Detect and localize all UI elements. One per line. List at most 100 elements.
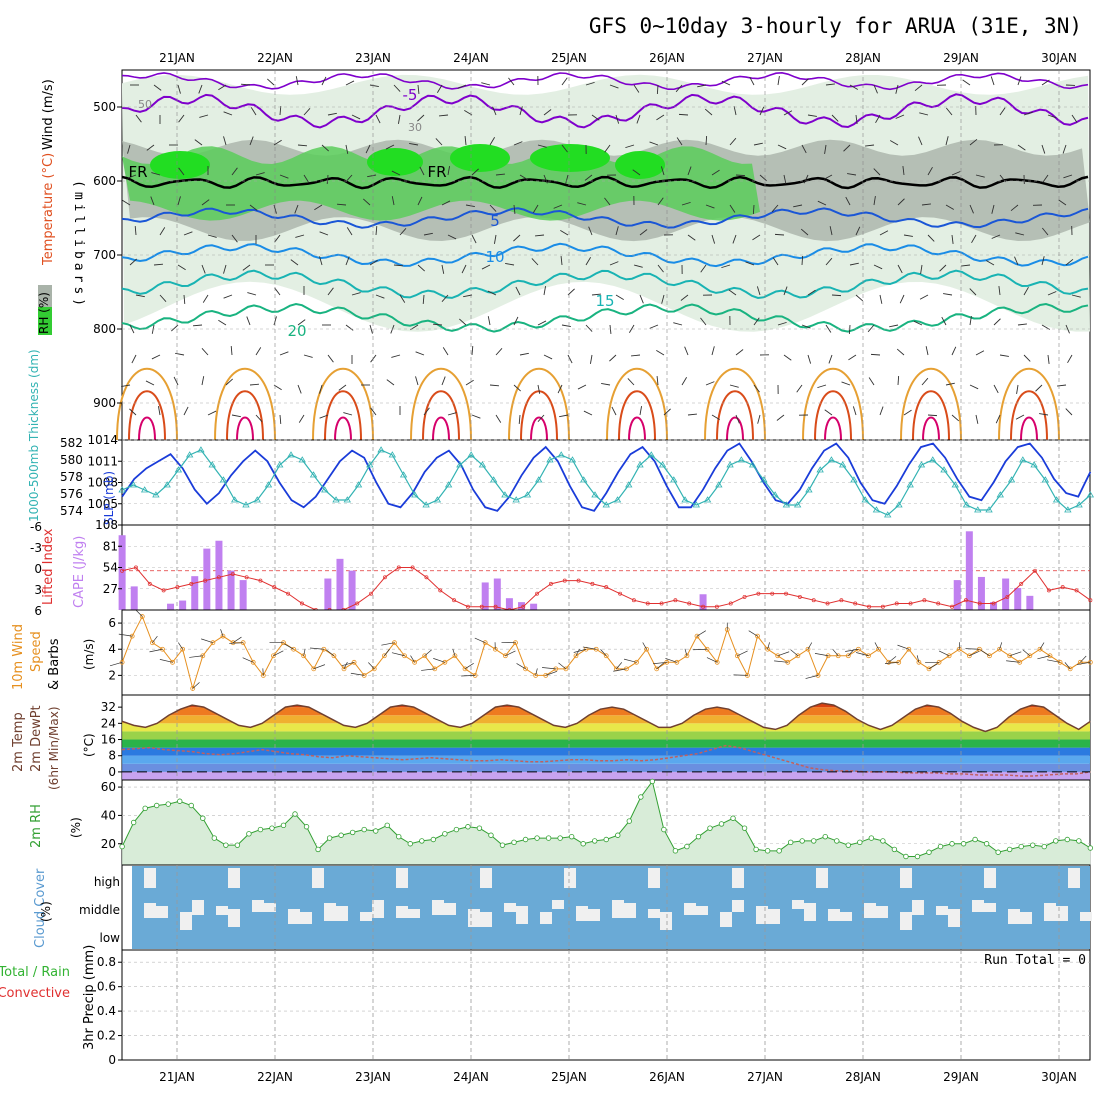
wind-barb [656, 84, 659, 95]
thickness-point [118, 486, 126, 493]
wind-barb-10m [1080, 655, 1087, 663]
wind-barb [657, 264, 664, 273]
wind-barb [899, 294, 905, 304]
wind-barb [1041, 79, 1050, 86]
wind-barb-10m [874, 642, 879, 650]
wind-barb-10m [273, 650, 284, 657]
wind-barb [897, 375, 900, 386]
wind-barb-10m [814, 653, 829, 657]
wind-barb-10m [461, 675, 476, 677]
wind-barb [481, 264, 491, 270]
wind-barb [560, 229, 569, 236]
surface-hot-contour [618, 390, 656, 441]
thickness-point [1007, 476, 1016, 483]
surface-warm-contour [410, 367, 472, 441]
wind-barb-10m [381, 642, 395, 646]
wind-barb [365, 144, 371, 154]
wind-barb [151, 172, 161, 176]
wind-barb [843, 144, 851, 152]
wind-barb [279, 414, 282, 425]
wind-barb [145, 380, 155, 386]
slp-tick-label: 1008 [87, 476, 118, 490]
wind-barb-10m [1064, 662, 1071, 670]
wind-barb [461, 264, 467, 274]
wind-barb [852, 406, 857, 416]
wind-barb [945, 382, 955, 386]
wind-barb [657, 197, 664, 206]
wind-barb [774, 233, 785, 236]
wind-barb [129, 324, 135, 334]
thickness-point [670, 476, 678, 483]
li-point [922, 598, 927, 603]
thickness-point [422, 501, 430, 508]
rh-point [384, 822, 390, 829]
temp-tick-label: 8 [108, 749, 116, 763]
wind-barb [294, 204, 299, 214]
wind-barb [561, 324, 571, 328]
wind-barb [553, 204, 563, 209]
wind-speed-point [624, 666, 629, 672]
li-point [963, 598, 968, 603]
wind-barb [828, 354, 833, 364]
wind-barb [995, 414, 1001, 424]
cape-li-panel: -6 -3 0 3 6 108 81 54 27 Lifted Index CAPE (J/kg… [30, 518, 1093, 618]
rh-point [937, 843, 944, 850]
precip-ylabel-c: 3hr Precip (mm) [82, 945, 97, 1050]
wind-barb [274, 234, 281, 243]
cape-bar [953, 580, 961, 610]
li-point [576, 578, 581, 583]
cloud-gap [396, 906, 408, 918]
wind-speed-point [190, 686, 196, 691]
temperature-contour [121, 303, 1089, 333]
li-point [452, 598, 457, 603]
wind-speed-point [543, 672, 549, 678]
rh-point [223, 842, 229, 848]
rh-point [142, 805, 148, 812]
li-point [728, 601, 733, 606]
wind-barb [733, 106, 737, 116]
wind-barb [177, 196, 181, 206]
wind-barb [585, 324, 593, 332]
rh-point [972, 836, 978, 843]
thickness-point [264, 481, 273, 488]
li-point [742, 594, 747, 599]
thickness-point [1019, 456, 1027, 463]
thickness-point [444, 481, 453, 488]
date-label-bottom: 30JAN [1041, 1070, 1077, 1084]
date-label-top: 29JAN [943, 51, 979, 65]
wind-barb [577, 384, 587, 390]
wind-barb [676, 137, 683, 146]
wind-barb [756, 286, 761, 296]
cloud-gap [396, 868, 408, 888]
wind-barb [518, 414, 521, 425]
wind-barb [1014, 256, 1019, 266]
wind-barb [465, 204, 475, 208]
cloud-gap [408, 909, 420, 918]
rh2m-ylabel: 2m RH [29, 804, 44, 848]
wind-barb-10m [582, 646, 597, 650]
wind-barb [495, 173, 505, 176]
wind-barb [849, 262, 859, 266]
wind-barb [297, 319, 306, 326]
wind-barb [1067, 354, 1073, 364]
cloud-gap [804, 903, 816, 921]
wind-barb [945, 204, 955, 210]
li-point [479, 604, 484, 609]
wind-barb [345, 256, 350, 266]
li-point [521, 604, 526, 609]
wind-barb [867, 324, 875, 333]
wind-barb [783, 174, 787, 184]
wind10m-plot: 6 4 2 [108, 610, 1093, 695]
cloud-fill [132, 866, 1090, 949]
wind-barb [687, 413, 697, 416]
wind-barb [508, 77, 515, 86]
wind-barb [772, 257, 779, 266]
wind-barb-10m [505, 650, 516, 657]
wind-barb [175, 352, 185, 356]
wind-barb [729, 204, 736, 213]
wind-barb [423, 232, 433, 236]
wind-barb [735, 174, 746, 177]
wind-barb [777, 144, 787, 150]
precip-tick-label: 0.4 [97, 1004, 116, 1018]
wind-barb [295, 76, 299, 86]
